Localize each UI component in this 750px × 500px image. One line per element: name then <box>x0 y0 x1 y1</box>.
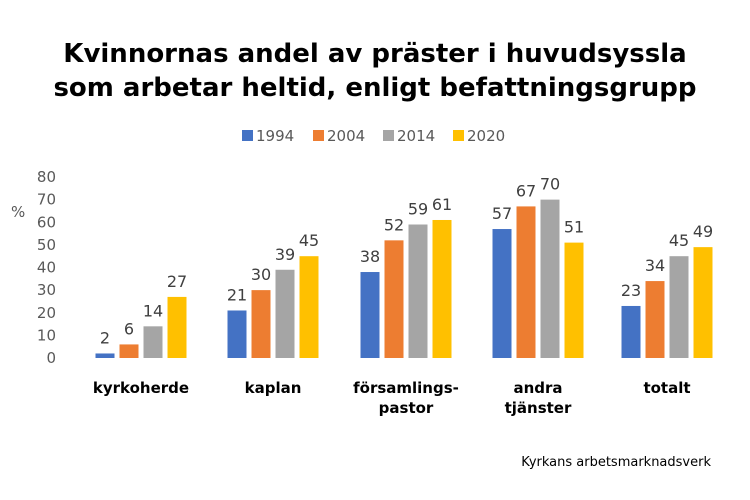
data-label-2004-4: 34 <box>645 256 665 275</box>
y-tick-label: 70 <box>37 191 56 209</box>
legend-label-2004: 2004 <box>327 127 365 145</box>
data-label-1994-0: 2 <box>100 328 110 347</box>
x-category-label: kaplan <box>245 379 302 397</box>
legend-swatch-2014 <box>383 130 394 141</box>
bar-2004-0 <box>119 344 139 358</box>
bar-2014-2 <box>408 224 428 358</box>
chart-title-line: som arbetar heltid, enligt befattningsgr… <box>53 73 696 103</box>
x-category-label: församlings- <box>353 379 459 397</box>
x-category-label: kyrkoherde <box>93 379 189 397</box>
data-label-1994-4: 23 <box>621 281 641 300</box>
data-label-1994-1: 21 <box>227 285 247 304</box>
data-label-2004-2: 52 <box>384 215 404 234</box>
data-label-2004-3: 67 <box>516 181 536 200</box>
bar-1994-3 <box>492 229 512 358</box>
bar-2020-4 <box>693 247 713 358</box>
data-label-2004-0: 6 <box>124 319 134 338</box>
data-label-2014-3: 70 <box>540 175 560 194</box>
legend-swatch-2004 <box>313 130 324 141</box>
bar-2014-4 <box>669 256 689 358</box>
data-label-2020-3: 51 <box>564 218 584 237</box>
data-label-2014-0: 14 <box>143 301 163 320</box>
legend-label-1994: 1994 <box>256 127 294 145</box>
legend: 1994 2004 2014 2020 <box>242 127 505 145</box>
y-tick-label: 30 <box>37 281 56 299</box>
legend-label-2020: 2020 <box>467 127 505 145</box>
data-label-2014-1: 39 <box>275 245 295 264</box>
bar-2004-1 <box>251 290 271 358</box>
data-label-2004-1: 30 <box>251 265 271 284</box>
chart-title-line: Kvinnornas andel av präster i huvudsyssl… <box>63 39 686 69</box>
bar-1994-4 <box>621 305 641 358</box>
bar-2020-2 <box>432 219 452 358</box>
x-category-label: tjänster <box>505 399 572 417</box>
y-axis-unit: % <box>11 203 25 221</box>
y-tick-label: 80 <box>37 168 56 186</box>
data-labels: 2 21 38 57 23 6 30 52 67 34 14 39 59 70 45 27 45 61 51 49 <box>100 175 713 348</box>
data-label-2020-1: 45 <box>299 231 319 250</box>
bar-1994-2 <box>360 272 380 358</box>
y-tick-label: 50 <box>37 236 56 254</box>
data-label-1994-3: 57 <box>492 204 512 223</box>
bar-2004-3 <box>516 206 536 358</box>
bar-2020-1 <box>299 256 319 358</box>
bar-1994-0 <box>95 353 115 358</box>
y-tick-label: 20 <box>37 304 56 322</box>
data-label-2014-4: 45 <box>669 231 689 250</box>
bar-2014-0 <box>143 326 163 358</box>
legend-label-2014: 2014 <box>397 127 435 145</box>
bar-1994-1 <box>227 310 247 358</box>
bar-2014-3 <box>540 199 560 358</box>
bars <box>95 199 713 358</box>
y-tick-label: 10 <box>37 326 56 344</box>
data-label-1994-2: 38 <box>360 247 380 266</box>
bar-2020-3 <box>564 242 584 358</box>
source-note: Kyrkans arbetsmarknadsverk <box>521 455 711 470</box>
y-tick-label: 60 <box>37 213 56 231</box>
bar-2014-1 <box>275 269 295 358</box>
y-axis: 0 10 20 30 40 50 60 70 80 <box>37 168 56 367</box>
y-tick-label: 40 <box>37 259 56 277</box>
bar-2020-0 <box>167 296 187 358</box>
data-label-2020-0: 27 <box>167 272 187 291</box>
chart-title: Kvinnornas andel av präster i huvudsyssl… <box>53 39 696 103</box>
x-category-label: andra <box>513 379 562 397</box>
data-label-2014-2: 59 <box>408 200 428 219</box>
x-category-label: pastor <box>379 399 434 417</box>
bar-2004-2 <box>384 240 404 358</box>
x-axis: kyrkoherde kaplan församlings-pastor andra t… <box>93 379 691 417</box>
data-label-2020-4: 49 <box>693 222 713 241</box>
x-category-label: totalt <box>643 379 690 397</box>
legend-swatch-1994 <box>242 130 253 141</box>
legend-swatch-2020 <box>453 130 464 141</box>
bar-2004-4 <box>645 281 665 358</box>
data-label-2020-2: 61 <box>432 195 452 214</box>
y-tick-label: 0 <box>46 349 56 367</box>
